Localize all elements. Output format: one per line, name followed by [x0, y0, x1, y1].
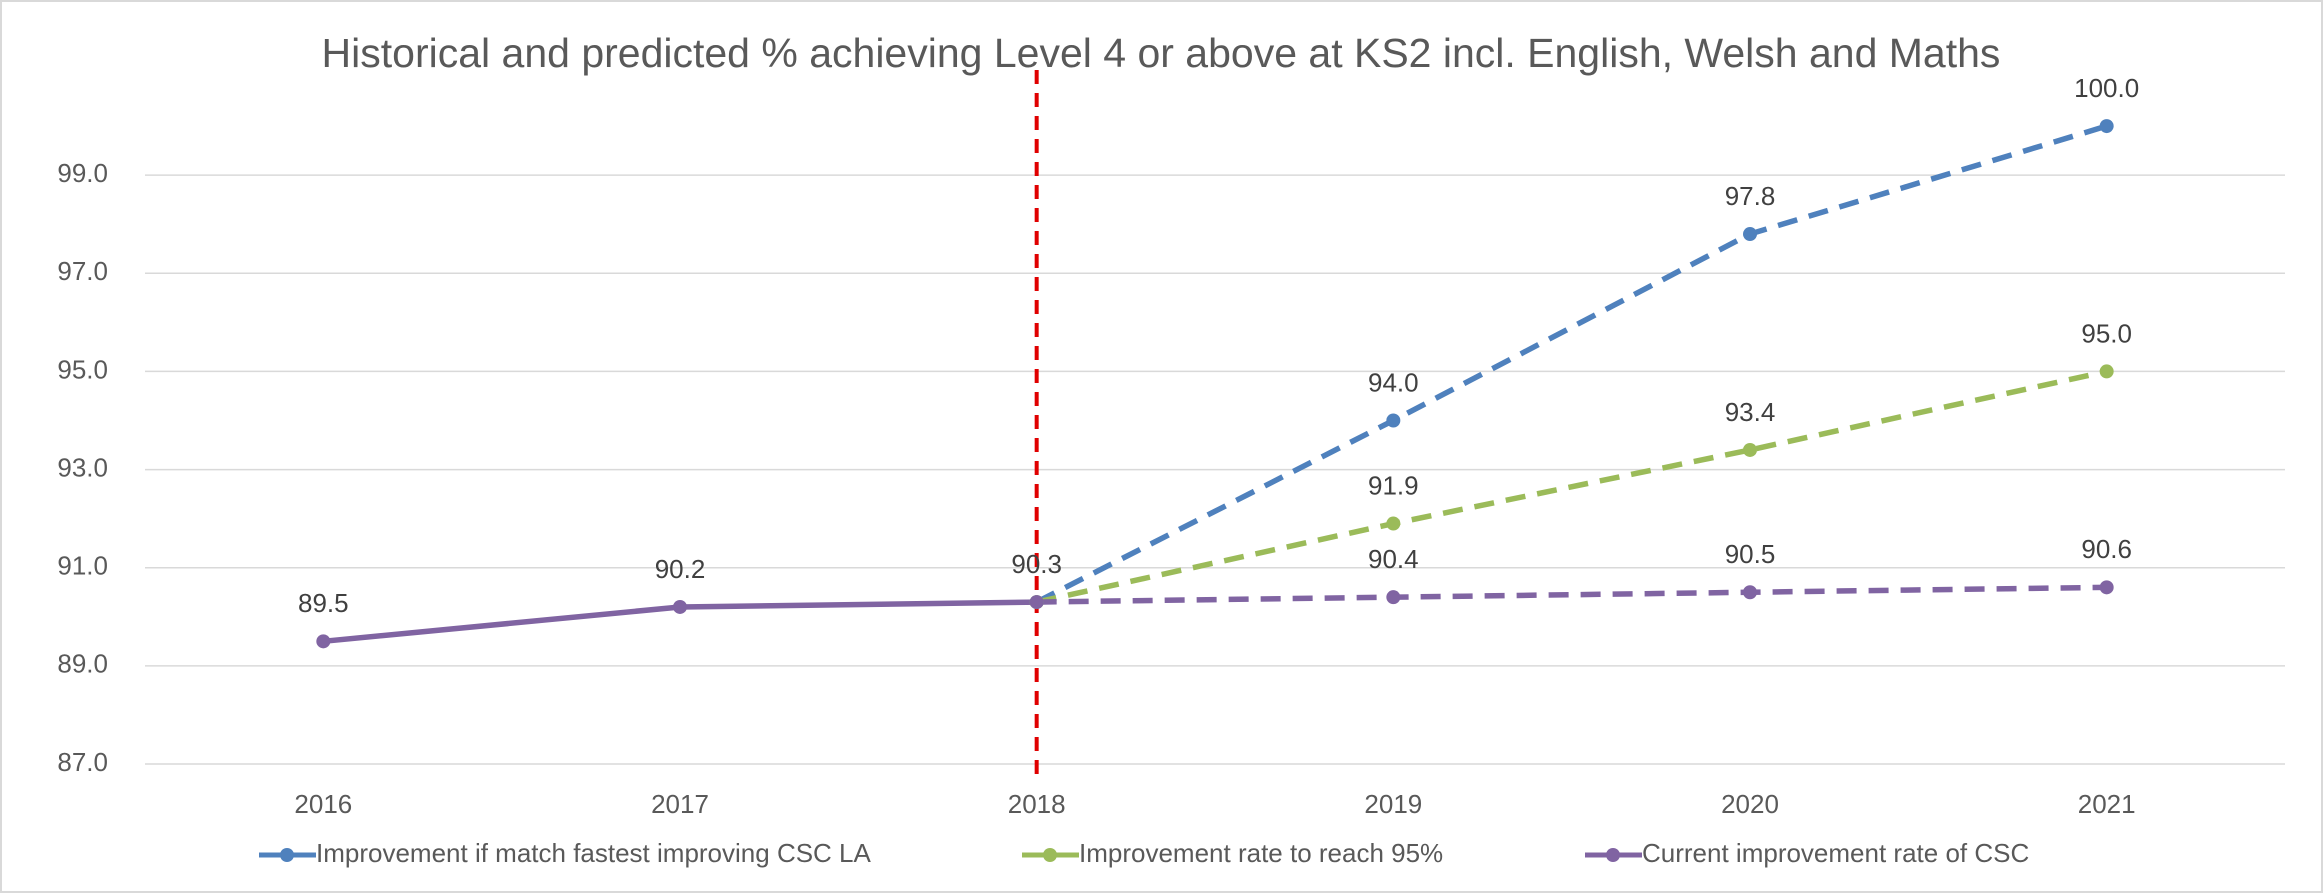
legend-marker	[1606, 848, 1620, 862]
projection-line	[1036, 368, 2108, 605]
data-label: 91.9	[1368, 470, 1419, 500]
data-label: 97.8	[1725, 181, 1776, 211]
point	[2099, 364, 2114, 379]
legend-label: Improvement if match fastest improving C…	[316, 838, 872, 868]
data-label: 90.5	[1725, 539, 1776, 569]
data-label: 100.0	[2074, 73, 2139, 103]
data-label: 90.3	[1011, 549, 1062, 579]
point	[1386, 516, 1401, 531]
data-label: 90.6	[2081, 534, 2132, 564]
legend-marker	[1043, 848, 1057, 862]
y-tick-label: 97.0	[57, 256, 108, 286]
point	[1743, 442, 1757, 457]
point	[2099, 119, 2114, 134]
legend-label: Current improvement rate of CSC	[1642, 838, 2029, 868]
legend-label: Improvement rate to reach 95%	[1079, 838, 1443, 868]
y-tick-label: 91.0	[57, 551, 108, 581]
y-tick-label: 95.0	[57, 354, 108, 384]
x-tick-label: 2017	[651, 789, 709, 819]
x-tick-label: 2018	[1008, 789, 1066, 819]
data-label: 93.4	[1725, 397, 1776, 427]
point	[1386, 413, 1401, 428]
data-label: 94.0	[1368, 367, 1419, 397]
y-tick-label: 93.0	[57, 452, 108, 482]
legend-marker	[280, 848, 294, 862]
data-label: 95.0	[2081, 318, 2132, 348]
data-label: 90.4	[1368, 544, 1419, 574]
chart-title: Historical and predicted % achieving Lev…	[322, 30, 2001, 76]
data-label: 89.5	[298, 588, 349, 618]
point	[673, 599, 687, 614]
point	[1029, 595, 1044, 610]
x-tick-label: 2020	[1721, 789, 1779, 819]
point	[1743, 585, 1757, 600]
point	[316, 634, 331, 649]
y-tick-label: 99.0	[57, 158, 108, 188]
x-tick-label: 2016	[294, 789, 352, 819]
projection-line	[1036, 584, 2107, 605]
x-tick-label: 2021	[2078, 789, 2136, 819]
y-tick-label: 87.0	[57, 747, 108, 777]
point	[2099, 580, 2114, 595]
point	[1386, 590, 1401, 605]
projection-line	[1035, 123, 2108, 605]
y-tick-label: 89.0	[57, 649, 108, 679]
point	[1743, 227, 1757, 242]
x-tick-label: 2019	[1364, 789, 1422, 819]
data-label: 90.2	[655, 554, 706, 584]
